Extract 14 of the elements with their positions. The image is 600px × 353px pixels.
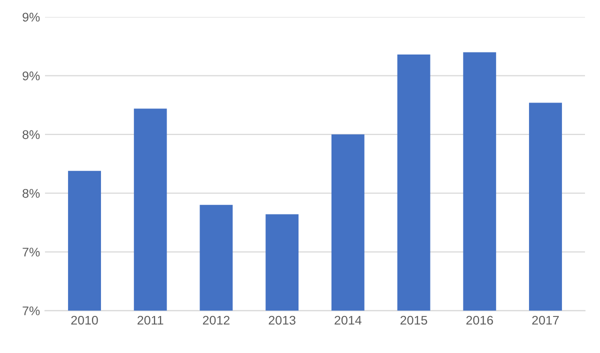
x-tick-label: 2016 xyxy=(466,316,493,325)
y-tick-label: 7% xyxy=(22,306,40,316)
x-tick-label: 2014 xyxy=(334,316,362,325)
x-tick-label: 2010 xyxy=(71,316,98,325)
x-tick-label: 2011 xyxy=(138,316,164,325)
y-tick-label: 8% xyxy=(22,188,40,198)
x-tick-label: 2013 xyxy=(268,316,296,325)
y-tick-label: 8% xyxy=(22,130,40,140)
y-tick-label: 9% xyxy=(22,12,40,22)
x-tick-label: 2017 xyxy=(532,316,559,325)
y-tick-label: 7% xyxy=(22,248,40,257)
x-tick-label: 2015 xyxy=(400,316,428,325)
x-tick-label: 2012 xyxy=(202,316,230,325)
y-tick-label: 9% xyxy=(22,71,40,80)
